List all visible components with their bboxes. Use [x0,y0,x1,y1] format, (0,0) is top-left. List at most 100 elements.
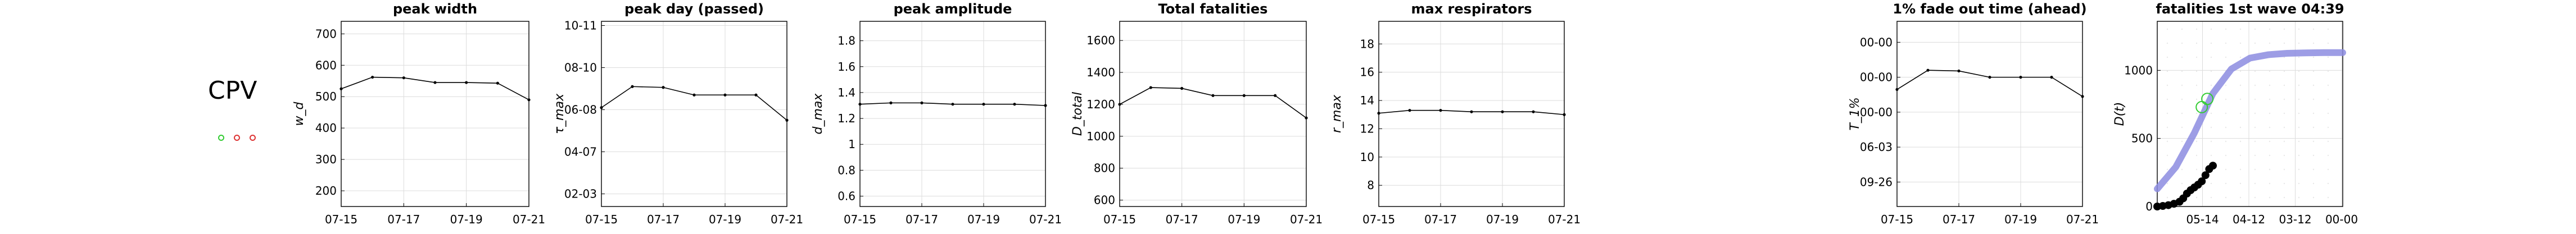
x-tick-label: 00-00 [2325,213,2358,226]
background-dot [2195,168,2198,171]
x-tick-label: 07-21 [513,213,545,226]
y-tick-label: 0 [2145,200,2153,213]
x-tick-label: 07-15 [844,213,876,226]
background-dot [2312,84,2315,86]
background-dot [2298,182,2300,185]
y-tick-label: 1 [848,137,855,151]
background-dot [2269,42,2271,44]
background-dot [2327,182,2329,185]
background-dot [2298,112,2300,114]
background-dot [2327,28,2329,30]
x-tick-label: 07-21 [1290,213,1323,226]
background-dot [2298,98,2300,100]
background-dot [2283,182,2285,185]
x-tick-label: 07-17 [387,213,420,226]
y-axis-label: d_max [811,93,825,135]
data-point [692,93,696,97]
background-dot [2269,140,2271,143]
background-dot [2327,140,2329,143]
data-point [1180,86,1184,90]
background-dot [2269,112,2271,114]
chart-panel: 0 500 1000 05-14 04-12 03-12 00-00 fatalities 1… [2113,1,2358,226]
data-point [982,103,985,106]
data-point [402,76,405,80]
y-tick-label: 10 [1360,150,1374,164]
y-axis-label: D_total [1071,92,1085,136]
x-tick-label: 07-19 [709,213,741,226]
y-tick-label: 08-10 [564,61,597,75]
x-tick-label: 07-21 [1029,213,1062,226]
background-dot [2254,84,2256,86]
background-dot [2239,42,2242,44]
background-dot [2327,70,2329,72]
y-tick-label: 10-11 [564,19,597,33]
data-point [889,101,893,104]
y-tick-label: 00-00 [1860,35,1893,49]
background-dot [2166,154,2168,157]
y-axis-label: T_1% [1848,97,1862,130]
background-dot [2166,98,2168,100]
background-dot [2283,42,2285,44]
background-dot [2269,182,2271,185]
background-dot [2327,84,2329,86]
background-dot [2195,70,2198,72]
background-dot [2312,140,2315,143]
background-dot [2166,182,2168,185]
y-tick-label: 06-08 [564,103,597,117]
background-dot [2195,140,2198,143]
chart-panel: 8 10 12 14 16 18 07-15 07-17 07-19 07-21 max respi… [1330,1,1581,226]
data-point [2081,95,2084,98]
y-tick-label: 14 [1360,94,1374,107]
country-label: CPV [208,76,257,105]
background-dot [2181,56,2183,58]
y-tick-label: 200 [315,184,337,198]
background-dot [2166,28,2168,30]
background-dot [2254,42,2256,44]
y-tick-label: 1000 [2124,63,2153,77]
background-dot [2254,154,2256,157]
data-point [1305,116,1308,120]
background-dot [2283,126,2285,129]
plot-frame [859,21,1046,207]
data-point [2050,76,2053,79]
background-dot [2239,98,2242,100]
background-dot [2181,42,2183,44]
background-dot [2312,70,2315,72]
background-dot [2269,126,2271,129]
background-dot [2225,56,2227,58]
data-point [1013,103,1016,106]
background-dot [2195,196,2198,199]
y-tick-label: 04-07 [564,145,597,159]
background-dot [2283,140,2285,143]
chart-panel: 0.6 0.8 1 1.2 1.4 1.6 1.8 07-15 07-17 07-19 07-21 p… [811,1,1062,226]
background-dot [2210,70,2212,72]
background-dot [2254,140,2256,143]
background-dot [2298,56,2300,58]
y-tick-label: 06-03 [1860,140,1893,154]
y-tick-label: 09-26 [1860,175,1893,189]
background-dot [2254,112,2256,114]
series-line [601,86,787,121]
background-dot [2312,98,2315,100]
background-dot [2210,182,2212,185]
chart-title: fatalities 1st wave 04:39 [2156,1,2344,17]
background-dot [2166,56,2168,58]
background-dot [2283,168,2285,171]
background-dot [2239,168,2242,171]
y-tick-label: 1600 [1086,34,1115,47]
background-dot [2312,196,2315,199]
background-dot [2225,140,2227,143]
background-dot [2210,126,2212,129]
country-code: CPV [208,76,257,105]
data-point [785,118,789,122]
background-dot [2327,98,2329,100]
x-tick-label: 07-15 [1362,213,1395,226]
background-dot [2225,28,2227,30]
background-dot [2254,98,2256,100]
series-line [1896,70,2083,97]
x-tick-label: 07-19 [1228,213,1260,226]
data-point [951,103,954,106]
chart-title: peak amplitude [894,1,1012,17]
data-point [1408,109,1411,112]
observed-point [2198,177,2206,186]
